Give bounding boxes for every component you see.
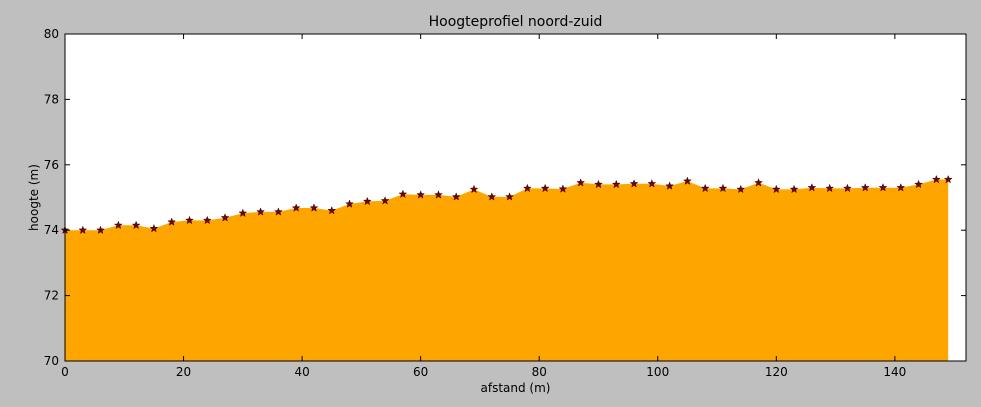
data-point	[167, 217, 177, 226]
data-point	[594, 179, 603, 189]
data-point	[238, 208, 248, 217]
data-point	[932, 174, 941, 184]
data-point	[825, 183, 835, 193]
data-point	[523, 183, 532, 193]
data-point	[629, 179, 639, 188]
x-axis-label: afstand (m)	[481, 381, 551, 395]
data-point	[718, 183, 728, 193]
y-tick-label: 70	[44, 354, 59, 368]
data-point	[202, 215, 212, 225]
data-point	[469, 184, 479, 194]
y-tick-label: 76	[44, 158, 59, 172]
data-point	[505, 192, 514, 201]
data-point	[665, 181, 674, 190]
data-point	[131, 220, 141, 229]
data-point	[914, 179, 923, 189]
data-point	[434, 190, 443, 199]
area-layer	[65, 179, 949, 361]
y-axis-label: hoogte (m)	[27, 164, 41, 231]
data-point	[274, 207, 283, 216]
y-tick-label: 80	[44, 27, 59, 41]
data-point	[789, 184, 799, 194]
y-axis-ticks: 70 72 74 76 78 80	[44, 27, 966, 368]
data-point	[558, 184, 568, 193]
data-point	[860, 183, 870, 192]
data-point	[611, 179, 621, 189]
y-tick-label: 78	[44, 92, 59, 106]
x-tick-label: 80	[532, 365, 547, 379]
data-point	[309, 203, 319, 212]
data-point	[896, 183, 906, 192]
marker-layer	[60, 174, 953, 234]
x-tick-label: 140	[883, 365, 906, 379]
axes-frame	[64, 33, 967, 362]
x-tick-label: 60	[413, 365, 428, 379]
data-point	[771, 184, 781, 194]
data-point	[327, 206, 337, 215]
data-point	[683, 176, 692, 185]
x-tick-label: 120	[765, 365, 788, 379]
data-point	[96, 225, 105, 234]
data-point	[398, 189, 408, 198]
data-point	[700, 183, 710, 193]
data-point	[647, 179, 657, 188]
data-point	[843, 183, 852, 193]
data-point	[220, 213, 230, 222]
data-point	[736, 184, 746, 194]
x-tick-label: 0	[61, 365, 69, 379]
x-tick-label: 20	[176, 365, 191, 379]
data-point	[78, 225, 88, 234]
data-point	[149, 223, 159, 233]
data-point	[291, 203, 301, 212]
data-point	[416, 190, 426, 199]
data-point	[185, 215, 194, 225]
data-point	[540, 183, 550, 193]
data-point	[943, 174, 953, 184]
y-tick-label: 72	[44, 289, 59, 303]
data-point	[487, 192, 497, 201]
data-point	[380, 196, 390, 205]
data-point	[754, 178, 763, 187]
x-tick-label: 40	[294, 365, 309, 379]
y-tick-label: 74	[44, 223, 59, 237]
data-point	[345, 199, 354, 208]
data-point	[113, 220, 123, 229]
data-point	[576, 178, 586, 187]
data-point	[878, 183, 888, 192]
data-point	[451, 192, 461, 201]
x-tick-label: 100	[646, 365, 669, 379]
data-point	[256, 207, 265, 216]
elevation-area	[65, 179, 949, 361]
data-point	[807, 183, 817, 192]
chart-title: Hoogteprofiel noord-zuid	[429, 14, 603, 30]
data-point	[362, 196, 372, 206]
x-axis-ticks: 0 20 40 60 80 100 120 140	[61, 34, 906, 379]
